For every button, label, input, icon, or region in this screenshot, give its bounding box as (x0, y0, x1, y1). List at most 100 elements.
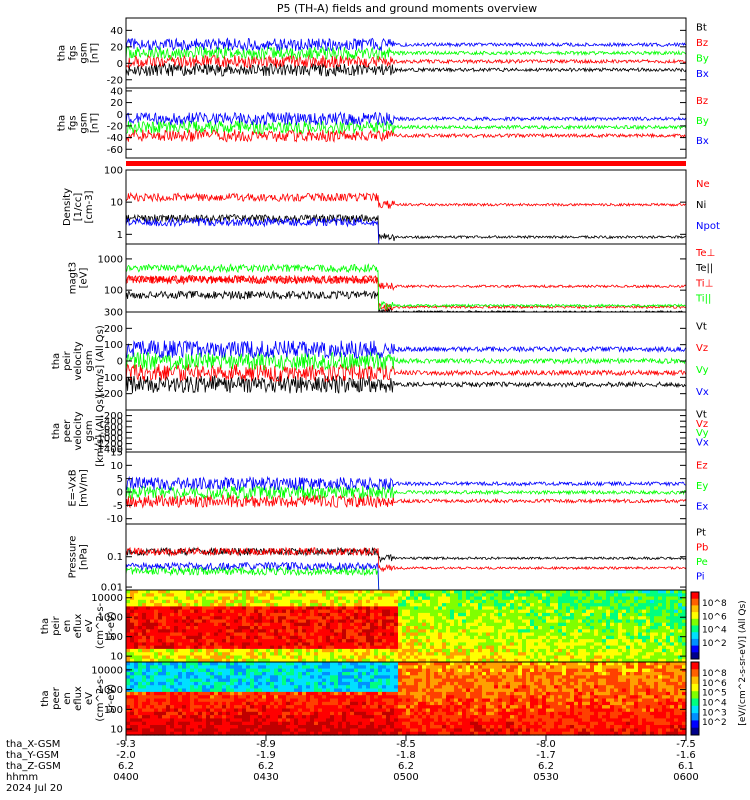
spectrogram-cell (214, 675, 219, 680)
spectrogram-cell (174, 616, 179, 621)
spectrogram-cell (402, 622, 407, 627)
spectrogram-cell (414, 675, 419, 680)
spectrogram-cell (246, 701, 251, 706)
spectrogram-cell (502, 658, 507, 663)
spectrogram-cell (478, 603, 483, 607)
spectrogram-cell (426, 645, 431, 650)
spectrogram-cell (542, 596, 547, 601)
spectrogram-cell (170, 632, 175, 637)
spectrogram-cell (266, 658, 271, 663)
spectrogram-cell (406, 616, 411, 621)
spectrogram-cell (430, 648, 435, 653)
spectrogram-cell (630, 639, 635, 643)
spectrogram-cell (330, 698, 335, 703)
spectrogram-cell (186, 695, 191, 700)
spectrogram-cell (358, 691, 363, 696)
spectrogram-cell (374, 681, 379, 686)
spectrogram-cell (290, 701, 295, 706)
spectrogram-cell (446, 648, 451, 653)
spectrogram-cell (130, 665, 135, 670)
spectrogram-cell (210, 622, 215, 627)
spectrogram-cell (154, 711, 159, 716)
spectrogram-cell (598, 639, 603, 643)
spectrogram-cell (250, 599, 255, 604)
spectrogram-cell (406, 626, 411, 630)
spectrogram-cell (154, 718, 159, 723)
spectrogram-cell (382, 596, 387, 601)
spectrogram-cell (398, 626, 403, 630)
spectrogram-cell (438, 609, 443, 614)
spectrogram-cell (670, 619, 675, 624)
spectrogram-cell (126, 688, 131, 693)
spectrogram-cell (338, 718, 343, 723)
spectrogram-cell (398, 698, 403, 703)
spectrogram-cell (126, 612, 131, 617)
spectrogram-cell (462, 642, 467, 647)
spectrogram-cell (314, 626, 319, 630)
spectrogram-cell (254, 725, 259, 729)
spectrogram-cell (194, 685, 199, 690)
spectrogram-cell (654, 658, 659, 663)
spectrogram-cell (130, 648, 135, 653)
spectrogram-cell (194, 616, 199, 621)
spectrogram-cell (418, 695, 423, 700)
spectrogram-cell (142, 681, 147, 686)
spectrogram-cell (490, 606, 495, 611)
spectrogram-cell (238, 675, 243, 680)
spectrogram-cell (178, 606, 183, 611)
spectrogram-cell (206, 672, 211, 676)
spectrogram-cell (434, 616, 439, 621)
spectrogram-cell (454, 603, 459, 607)
spectrogram-cell (670, 612, 675, 617)
spectrogram-cell (194, 590, 199, 594)
spectrogram-cell (186, 603, 191, 607)
spectrogram-cell (494, 593, 499, 598)
spectrogram-cell (378, 599, 383, 604)
spectrogram-cell (610, 609, 615, 614)
spectrogram-cell (514, 632, 519, 637)
spectrogram-cell (322, 590, 327, 594)
spectrogram-cell (422, 691, 427, 696)
spectrogram-cell (602, 639, 607, 643)
spectrogram-cell (330, 642, 335, 647)
spectrogram-cell (386, 648, 391, 653)
spectrogram-cell (274, 632, 279, 637)
spectrogram-cell (242, 648, 247, 653)
spectrogram-cell (538, 596, 543, 601)
spectrogram-cell (666, 648, 671, 653)
spectrogram-cell (298, 590, 303, 594)
spectrogram-cell (174, 599, 179, 604)
spectrogram-cell (318, 609, 323, 614)
spectrogram-cell (334, 629, 339, 634)
spectrogram-cell (250, 596, 255, 601)
spectrogram-cell (658, 658, 663, 663)
spectrogram-cell (506, 645, 511, 650)
spectrogram-cell (290, 632, 295, 637)
spectrogram-cell (162, 721, 167, 726)
spectrogram-cell (546, 652, 551, 657)
spectrogram-cell (230, 721, 235, 726)
spectrogram-cell (538, 639, 543, 643)
spectrogram-cell (474, 606, 479, 611)
spectrogram-cell (666, 593, 671, 598)
spectrogram-cell (490, 629, 495, 634)
spectrogram-cell (194, 678, 199, 683)
spectrogram-cell (302, 626, 307, 630)
spectrogram-cell (454, 639, 459, 643)
spectrogram-cell (278, 609, 283, 614)
spectrogram-cell (210, 721, 215, 726)
spectrogram-cell (266, 678, 271, 683)
spectrogram-cell (538, 626, 543, 630)
spectrogram-cell (306, 599, 311, 604)
spectrogram-cell (606, 612, 611, 617)
spectrogram-cell (374, 639, 379, 643)
ytick-label: 0 (117, 357, 123, 368)
spectrogram-cell (426, 609, 431, 614)
spectrogram-cell (682, 616, 687, 621)
spectrogram-cell (190, 645, 195, 650)
spectrogram-cell (406, 655, 411, 660)
spectrogram-cell (638, 639, 643, 643)
spectrogram-cell (426, 731, 431, 736)
spectrogram-cell (442, 619, 447, 624)
spectrogram-cell (354, 665, 359, 670)
